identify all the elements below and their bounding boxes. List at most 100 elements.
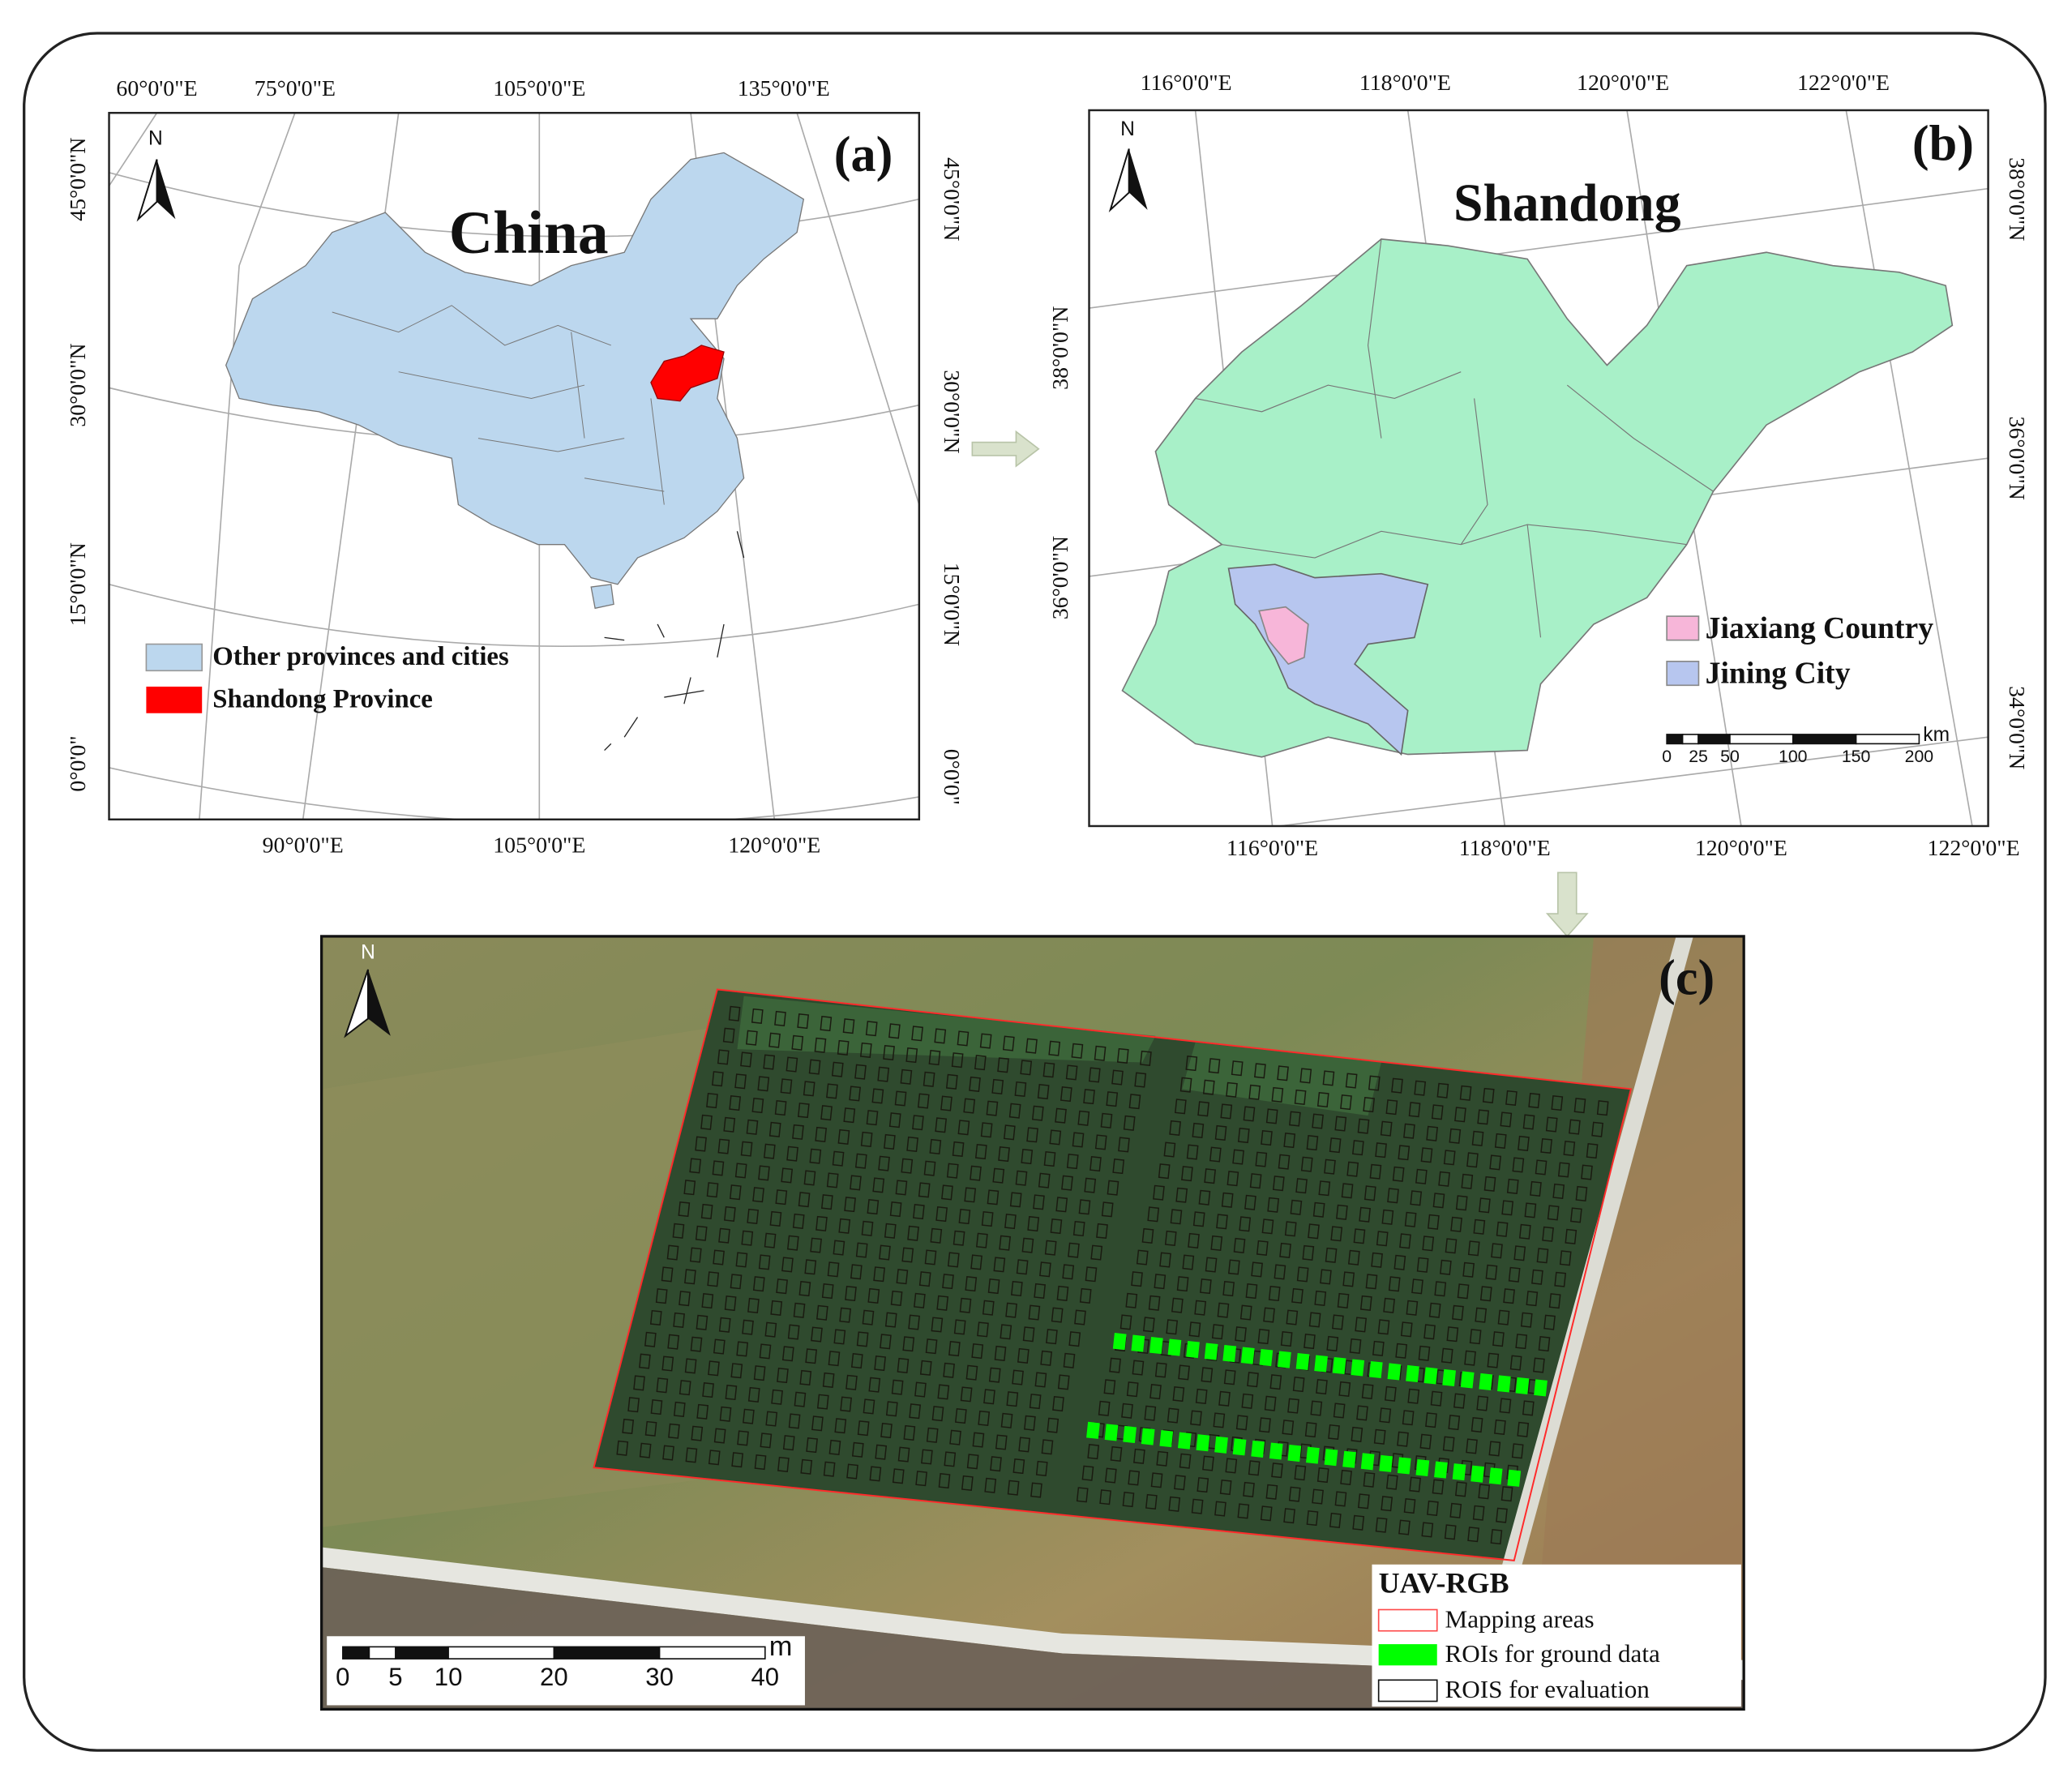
plot-roi [1271,1463,1283,1479]
ground-roi [1351,1359,1365,1377]
plot-roi [1471,1416,1483,1433]
plot-roi [1198,1189,1211,1206]
plot-roi [1128,1094,1141,1110]
plot-roi [947,1252,960,1268]
plot-roi [1467,1240,1480,1257]
plot-roi [1235,1326,1247,1343]
plot-roi [814,1037,827,1053]
plot-roi [1345,1073,1358,1089]
plot-roi [1380,1120,1393,1137]
plot-roi [929,1138,942,1155]
plot-roi [1432,1479,1445,1495]
plot-roi [1368,1075,1381,1091]
plot-roi [1342,1271,1355,1287]
ground-roi [1177,1432,1192,1450]
plot-roi [1312,1201,1325,1218]
legend-label: Other provinces and cities [212,642,508,671]
plot-roi [765,1411,778,1427]
plot-roi [1406,1300,1419,1316]
plot-roi [1379,1407,1392,1424]
plot-roi [751,1098,764,1114]
lat-label: 38°0'0"N [2004,157,2029,241]
graticule [109,172,919,238]
plot-roi [975,1232,988,1248]
plot-roi [1232,1149,1244,1165]
plot-roi [1294,1089,1307,1106]
plot-roi [1231,1060,1244,1077]
panel-label: (a) [834,127,893,182]
plot-roi [1524,1202,1537,1218]
plot-roi [724,1295,737,1312]
plot-roi [1026,1127,1038,1143]
plot-roi [1123,1115,1136,1131]
plot-roi [1256,1240,1269,1256]
plot-roi [1239,1304,1252,1321]
plot-roi [925,1338,938,1355]
ground-roi [1232,1438,1247,1456]
plot-roi [816,1304,828,1321]
plot-roi [1191,1498,1204,1514]
plot-roi [934,1028,947,1044]
plot-roi [776,1278,788,1295]
plot-roi [1042,1062,1055,1078]
plot-roi [1131,1271,1143,1287]
plot-roi [1217,1302,1230,1318]
plot-roi [874,1355,886,1372]
plot-roi [1316,1378,1328,1395]
plot-roi [788,1413,801,1429]
plot-roi [627,1397,640,1413]
plot-roi [746,1119,759,1135]
plot-roi [999,1235,1012,1251]
plot-roi [1128,1470,1141,1486]
plot-roi [1569,1207,1582,1223]
plot-roi [1316,1091,1329,1108]
plot-roi [1479,1197,1491,1214]
plot-roi [708,1360,720,1377]
ground-roi [1471,1465,1484,1483]
plot-roi [792,1124,804,1140]
plot-roi [903,1424,916,1441]
plot-roi [730,1363,743,1379]
plot-roi [1106,1091,1119,1107]
plot-roi [1255,1151,1268,1167]
plot-roi [1430,1390,1443,1407]
plot-roi [1501,1200,1514,1216]
plot-roi [1442,1436,1455,1452]
plot-roi [1353,1228,1366,1244]
plot-roi [1099,1489,1111,1505]
plot-roi [622,1418,635,1435]
plot-roi [650,1399,663,1415]
plot-roi [1227,1259,1240,1275]
plot-roi [805,1348,818,1364]
plot-roi [1087,1444,1100,1460]
plot-roi [1103,1379,1116,1395]
plot-roi [972,1432,985,1448]
plot-roi [1332,1314,1344,1330]
plot-roi [995,1434,1008,1450]
plot-roi [1271,1086,1284,1103]
ground-roi [1515,1377,1530,1394]
plot-roi [1202,1455,1214,1471]
plot-roi [949,1429,961,1445]
plot-roi [1419,1433,1432,1450]
plot-roi [862,1309,875,1325]
plot-roi [1098,1400,1111,1416]
plot-roi [917,1093,930,1109]
plot-roi [919,1360,932,1376]
plot-roi [1047,1417,1060,1433]
plot-roi [1466,1152,1479,1168]
plot-roi [1148,1295,1161,1311]
north-label: N [1120,118,1135,140]
plot-roi [775,1189,788,1206]
road [1494,936,1693,1594]
ground-roi [1167,1338,1182,1356]
plot-roi [753,1365,766,1381]
plot-roi [713,1249,725,1266]
legend: UAV-RGB Mapping areas ROIs for ground da… [1372,1564,1741,1707]
plot-roi [1175,1187,1188,1203]
plot-roi [1043,1150,1056,1167]
plot-roi [863,1398,875,1415]
graticule [109,767,919,820]
plot-roi [747,1297,760,1314]
lon-label: 120°0'0"E [1695,836,1787,861]
